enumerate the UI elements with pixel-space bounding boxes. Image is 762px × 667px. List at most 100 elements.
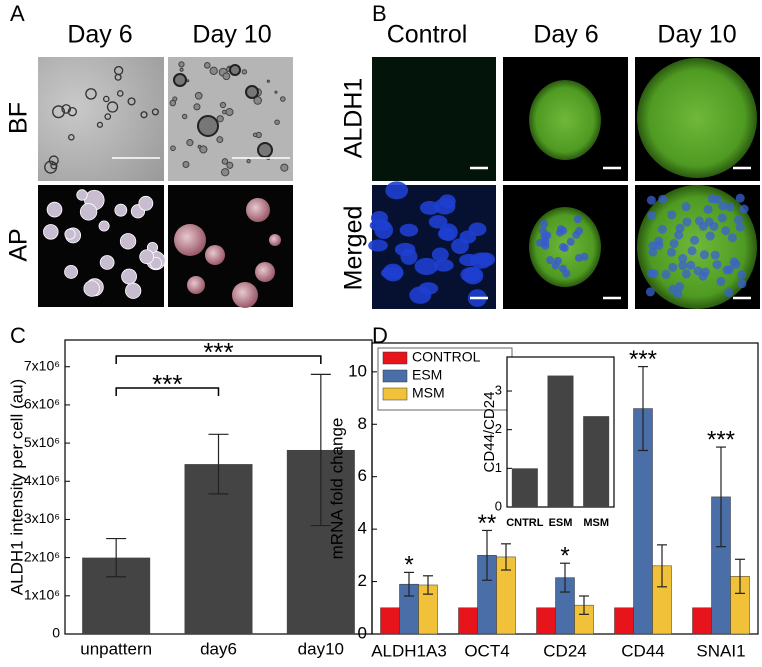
significance: **	[478, 510, 497, 537]
nucleus	[703, 204, 713, 214]
bar	[511, 468, 538, 507]
colony	[229, 64, 241, 76]
colony	[187, 276, 205, 294]
nucleus	[681, 269, 691, 279]
nucleus	[566, 237, 575, 246]
nucleus	[716, 276, 726, 286]
cell	[194, 91, 203, 100]
y-tick-label: 1x10⁶	[24, 587, 60, 603]
nucleus	[433, 259, 454, 272]
nucleus	[718, 201, 728, 211]
cell	[48, 155, 59, 166]
y-axis-label: mRNA fold change	[327, 418, 346, 560]
row-label: AP	[5, 228, 33, 261]
nucleus	[674, 230, 684, 240]
nucleus	[729, 257, 739, 267]
column-label: Day 10	[192, 21, 271, 49]
nucleus	[654, 240, 664, 250]
cell	[216, 115, 224, 123]
nucleus	[661, 269, 671, 279]
x-tick-label: CD24	[543, 641, 586, 660]
colony	[43, 224, 59, 240]
significance-bracket	[115, 387, 220, 396]
spheroid	[529, 80, 601, 160]
nucleus	[727, 233, 737, 243]
nucleus	[645, 287, 655, 297]
nucleus	[382, 263, 404, 282]
cell	[169, 99, 177, 107]
colony	[125, 282, 142, 299]
colony	[79, 203, 98, 221]
colony	[76, 189, 88, 201]
nucleus	[705, 231, 715, 241]
cell	[170, 145, 176, 152]
nucleus	[686, 260, 696, 270]
nucleus	[572, 230, 581, 239]
cell	[104, 113, 112, 120]
column-label: Day 6	[67, 21, 132, 49]
nucleus	[667, 210, 677, 220]
nucleus	[368, 239, 388, 252]
nucleus	[648, 247, 658, 257]
x-tick-label: ALDH1A3	[371, 641, 447, 660]
y-axis-label: ALDH1 intensity per cell (au)	[7, 379, 26, 595]
bar	[614, 607, 634, 635]
column-label: Control	[387, 21, 468, 49]
row-label: ALDH1	[340, 78, 368, 159]
panel-label: D	[372, 323, 388, 348]
nucleus	[724, 265, 734, 275]
y-tick-label: 2	[358, 571, 367, 590]
nucleus	[669, 239, 679, 249]
colony	[205, 245, 225, 265]
legend-label: ESM	[412, 367, 442, 383]
nucleus	[649, 269, 659, 279]
cell	[103, 95, 110, 103]
legend-swatch	[382, 387, 408, 401]
nucleus	[646, 195, 656, 205]
cell	[193, 103, 201, 111]
nucleus	[712, 194, 722, 204]
nucleus	[385, 181, 409, 200]
column-label: Day 6	[533, 21, 598, 49]
colony	[246, 198, 270, 222]
nucleus	[724, 288, 734, 298]
legend-label: MSM	[412, 385, 445, 401]
bar	[583, 416, 610, 507]
nucleus	[709, 221, 719, 231]
x-tick-label: ESM	[549, 517, 573, 529]
nucleus	[737, 279, 747, 289]
cell	[61, 104, 72, 114]
nucleus	[536, 238, 545, 247]
significance: ***	[629, 346, 657, 373]
cell	[280, 163, 289, 172]
nucleus	[690, 235, 700, 245]
nucleus	[428, 215, 448, 229]
colony	[269, 234, 281, 246]
cell	[266, 79, 270, 83]
cell	[186, 79, 190, 83]
significance: ***	[203, 337, 233, 367]
nucleus	[710, 250, 720, 260]
cell	[186, 139, 194, 147]
nucleus	[433, 198, 456, 215]
x-tick-label: CD44	[621, 641, 664, 660]
cell	[216, 136, 224, 144]
cell	[182, 160, 190, 168]
nucleus	[682, 217, 692, 227]
cell	[279, 96, 286, 102]
colony	[83, 280, 100, 297]
nucleus	[678, 254, 688, 264]
nucleus	[667, 247, 677, 257]
nucleus	[737, 270, 747, 280]
nucleus	[739, 204, 749, 214]
y-tick-label: 0	[52, 625, 60, 641]
nucleus	[418, 282, 439, 295]
micrograph	[168, 57, 293, 181]
cell	[246, 158, 251, 164]
y-tick-label: 0	[358, 623, 367, 642]
nucleus	[712, 260, 722, 270]
nucleus	[540, 219, 549, 228]
cell	[241, 69, 248, 75]
cell	[181, 113, 188, 120]
bar	[536, 607, 556, 635]
